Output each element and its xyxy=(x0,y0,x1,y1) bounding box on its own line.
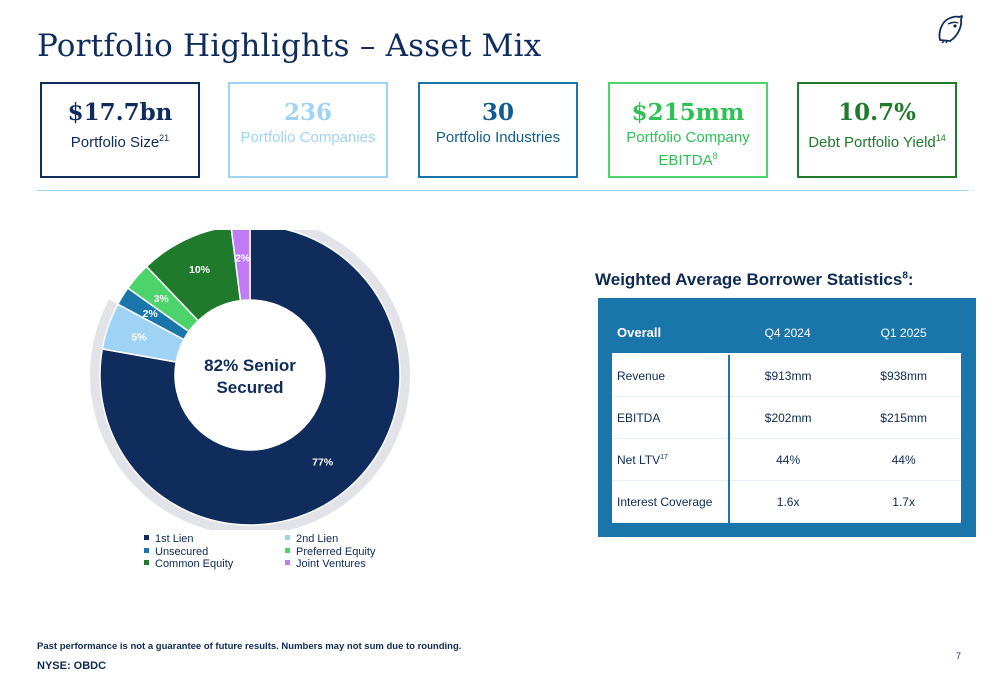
kpi-box: 30 Portfolio Industries xyxy=(418,82,578,178)
legend-swatch xyxy=(285,547,290,553)
q1-2025-value: $938mm xyxy=(846,354,961,397)
q4-2024-value: 44% xyxy=(729,438,847,481)
kpi-value: 30 xyxy=(481,99,514,126)
table-row: Revenue $913mm $938mm xyxy=(612,354,961,397)
pie-slice xyxy=(99,230,401,526)
stats-title: Weighted Average Borrower Statistics8: xyxy=(595,270,914,289)
page-number: 7 xyxy=(956,651,962,661)
table-row: EBITDA $202mm $215mm xyxy=(612,396,961,439)
kpi-label: Portfolio Size21 xyxy=(70,133,170,151)
borrower-stats-table: Overall Q4 2024 Q1 2025 Revenue $913mm $938mm… xyxy=(612,312,961,523)
kpi-value: $17.7bn xyxy=(67,99,173,126)
center-label: Secured xyxy=(216,378,283,397)
kpi-value: 236 xyxy=(283,99,332,126)
table-row: Interest Coverage 1.6x 1.7x xyxy=(612,480,961,523)
pie-slice xyxy=(145,230,242,322)
legend-label: Joint Ventures xyxy=(296,558,366,570)
owl-logo-icon xyxy=(938,15,963,44)
legend-label: 2nd Lien xyxy=(296,533,339,545)
slice-data-label: 3% xyxy=(154,293,170,305)
kpi-box: 236 Portfolio Companies xyxy=(228,82,388,178)
column-header: Q1 2025 xyxy=(846,312,961,355)
q1-2025-value: 44% xyxy=(846,438,961,481)
slice-data-label: 10% xyxy=(189,264,211,276)
slice-data-label: 5% xyxy=(131,332,147,344)
table-row: Net LTV17 44% 44% xyxy=(612,438,961,481)
slice-data-label: 2% xyxy=(143,308,159,320)
legend-swatch xyxy=(285,535,290,540)
kpi-value: $215mm xyxy=(631,99,745,126)
header-divider xyxy=(37,190,969,191)
legend-swatch xyxy=(144,547,149,553)
kpi-label: Portfolio Company EBITDA8 xyxy=(626,129,750,169)
row-label: Interest Coverage xyxy=(612,480,730,523)
row-footnote-ref: 17 xyxy=(660,453,668,461)
kpi-footnote-ref: 8 xyxy=(712,151,718,161)
q1-2025-value: 1.7x xyxy=(846,480,961,523)
slice-data-label: 77% xyxy=(312,457,334,469)
column-header: Q4 2024 xyxy=(729,312,847,355)
q4-2024-value: $913mm xyxy=(729,354,847,397)
borrower-stats-panel: Overall Q4 2024 Q1 2025 Revenue $913mm $938mm… xyxy=(598,298,976,537)
disclaimer-footnote: Past performance is not a guarantee of f… xyxy=(37,641,462,652)
legend-label: Preferred Equity xyxy=(296,545,376,558)
kpi-box: $215mm Portfolio Company EBITDA8 xyxy=(608,82,768,178)
legend-item: Unsecured xyxy=(144,546,208,558)
q4-2024-value: $202mm xyxy=(729,396,847,439)
table-header-row: Overall Q4 2024 Q1 2025 xyxy=(612,312,961,355)
kpi-footnote-ref: 21 xyxy=(159,133,170,143)
legend-item: 1st Lien xyxy=(144,533,194,545)
row-label: EBITDA xyxy=(612,396,730,439)
kpi-label: Debt Portfolio Yield14 xyxy=(808,133,946,151)
kpi-label: Portfolio Companies xyxy=(240,129,376,146)
kpi-box: 10.7% Debt Portfolio Yield14 xyxy=(797,82,957,178)
page-title: Portfolio Highlights – Asset Mix xyxy=(37,28,542,64)
legend-label: 1st Lien xyxy=(155,533,194,545)
kpi-box: $17.7bn Portfolio Size21 xyxy=(40,82,200,178)
column-header: Overall xyxy=(612,312,729,355)
legend-swatch xyxy=(144,560,149,565)
pie-slice xyxy=(230,230,251,302)
legend-swatch xyxy=(285,560,290,565)
legend-label: Common Equity xyxy=(155,558,234,570)
ticker-label: NYSE: OBDC xyxy=(37,660,107,672)
q1-2025-value: $215mm xyxy=(846,396,961,439)
kpi-footnote-ref: 14 xyxy=(935,133,946,143)
row-label: Revenue xyxy=(612,354,730,397)
kpi-value: 10.7% xyxy=(838,99,916,126)
center-label: 82% Senior xyxy=(204,356,296,375)
q4-2024-value: 1.6x xyxy=(729,480,847,523)
row-label: Net LTV17 xyxy=(612,438,730,481)
kpi-label: Portfolio Industries xyxy=(435,129,561,146)
legend-swatch xyxy=(144,535,149,540)
legend-item: 2nd Lien xyxy=(285,533,338,545)
legend-item: Joint Ventures xyxy=(285,558,366,570)
legend-item: Common Equity xyxy=(144,558,233,570)
legend-item: Preferred Equity xyxy=(285,546,375,558)
slice-data-label: 2% xyxy=(235,253,251,265)
legend-label: Unsecured xyxy=(155,545,209,558)
asset-mix-donut-chart: 77% 5% 2% 3% 10% 2% 82% Senior Secured xyxy=(90,230,410,530)
